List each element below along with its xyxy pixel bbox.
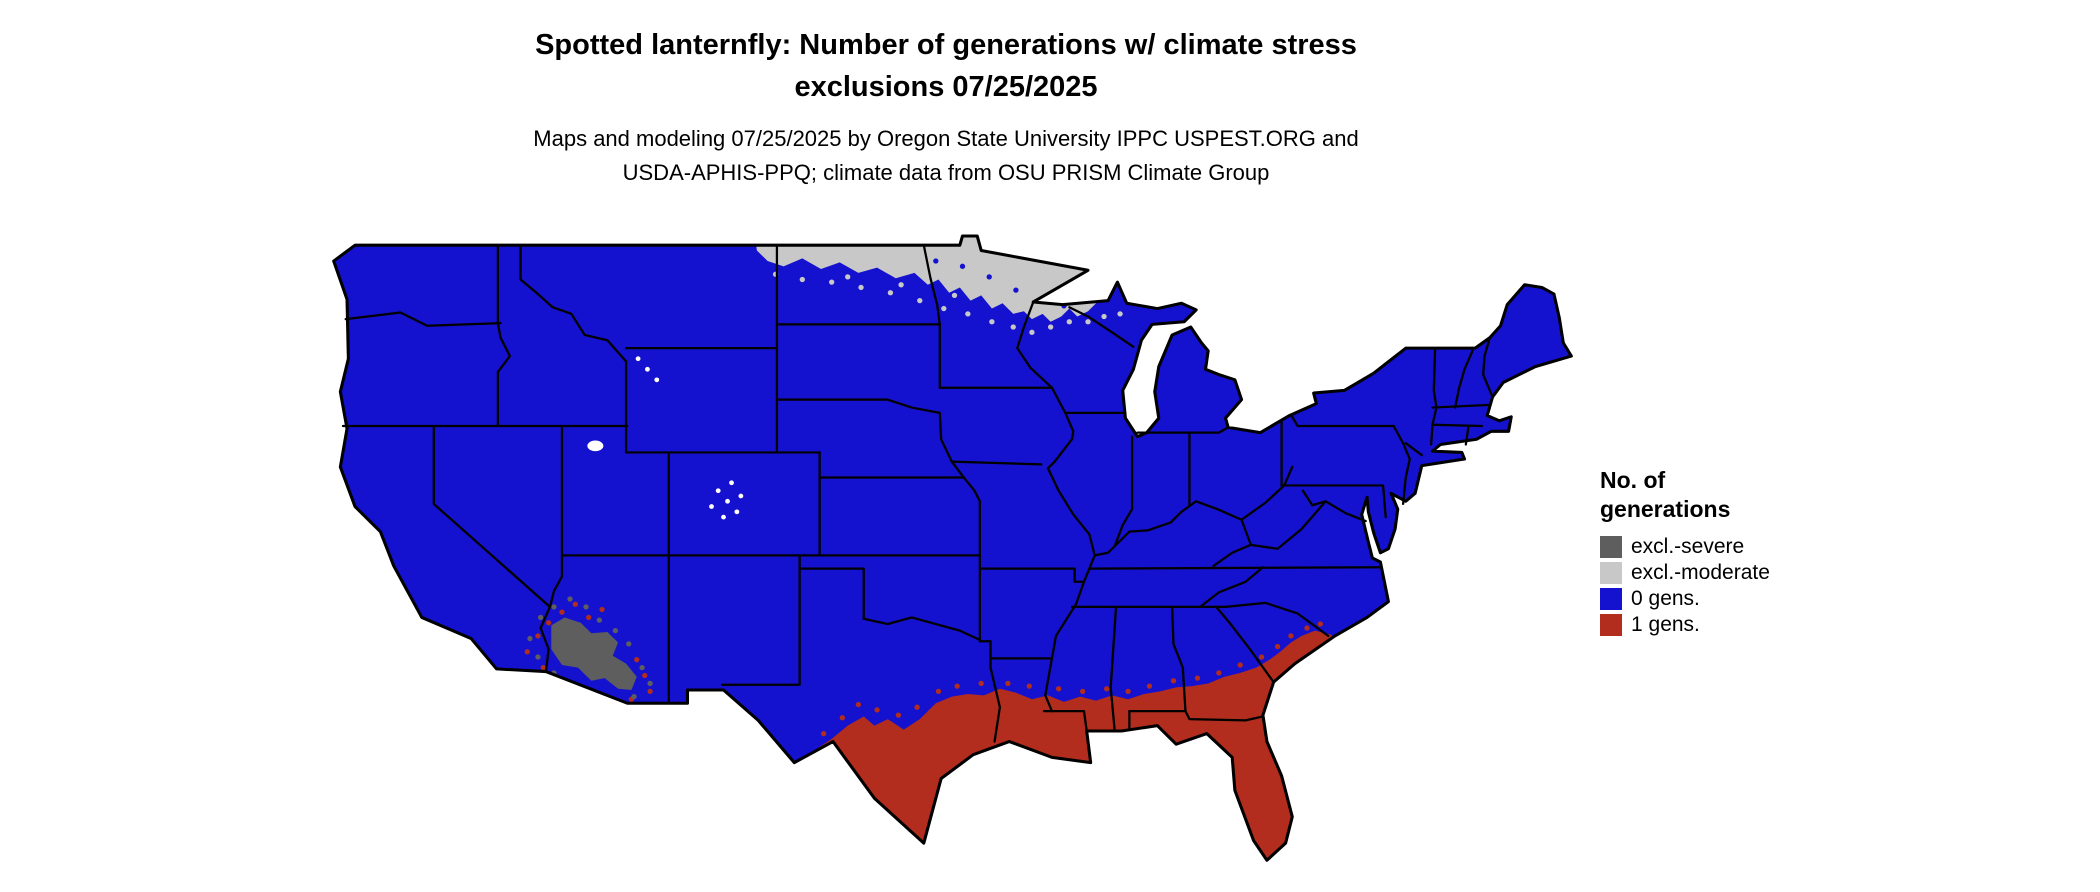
legend-title: No. of generations (1600, 466, 1770, 524)
legend-title-line1: No. of (1600, 467, 1666, 493)
legend-item-1-gens: 1 gens. (1600, 612, 1770, 638)
state-borders (341, 244, 1494, 743)
legend-swatch-excl-severe (1600, 536, 1622, 558)
great-salt-lake (587, 440, 604, 452)
legend-swatch-0-gens (1600, 588, 1622, 610)
region-0-gens (333, 235, 1572, 861)
legend-swatch-excl-moderate (1600, 562, 1622, 584)
legend-item-excl-moderate: excl.-moderate (1600, 560, 1770, 586)
legend-item-excl-severe: excl.-severe (1600, 534, 1770, 560)
speckle-dots-1-gens (524, 601, 1323, 737)
map-subtitle-line2: USDA-APHIS-PPQ; climate data from OSU PR… (622, 160, 1270, 185)
legend-item-0-gens: 0 gens. (1600, 586, 1770, 612)
us-map (332, 234, 1573, 862)
legend: No. of generations excl.-severe excl.-mo… (1600, 466, 1770, 638)
legend-label-excl-severe: excl.-severe (1631, 535, 1745, 558)
legend-label-excl-moderate: excl.-moderate (1631, 561, 1770, 584)
map-subtitle: Maps and modeling 07/25/2025 by Oregon S… (296, 122, 1596, 190)
speckle-dots-moderate (772, 271, 1123, 335)
legend-label-0-gens: 0 gens. (1631, 587, 1700, 610)
map-title-line1: Spotted lanternfly: Number of generation… (535, 29, 1357, 61)
region-excl-severe (551, 617, 637, 691)
us-outline (332, 234, 1573, 862)
legend-swatch-1-gens (1600, 614, 1622, 636)
legend-label-1-gens: 1 gens. (1631, 613, 1700, 636)
map-title-line2: exclusions 07/25/2025 (794, 71, 1098, 103)
legend-title-line2: generations (1600, 496, 1731, 522)
map-subtitle-line1: Maps and modeling 07/25/2025 by Oregon S… (533, 126, 1359, 151)
speckle-dots-nodata (587, 356, 744, 520)
map-title: Spotted lanternfly: Number of generation… (296, 24, 1596, 108)
